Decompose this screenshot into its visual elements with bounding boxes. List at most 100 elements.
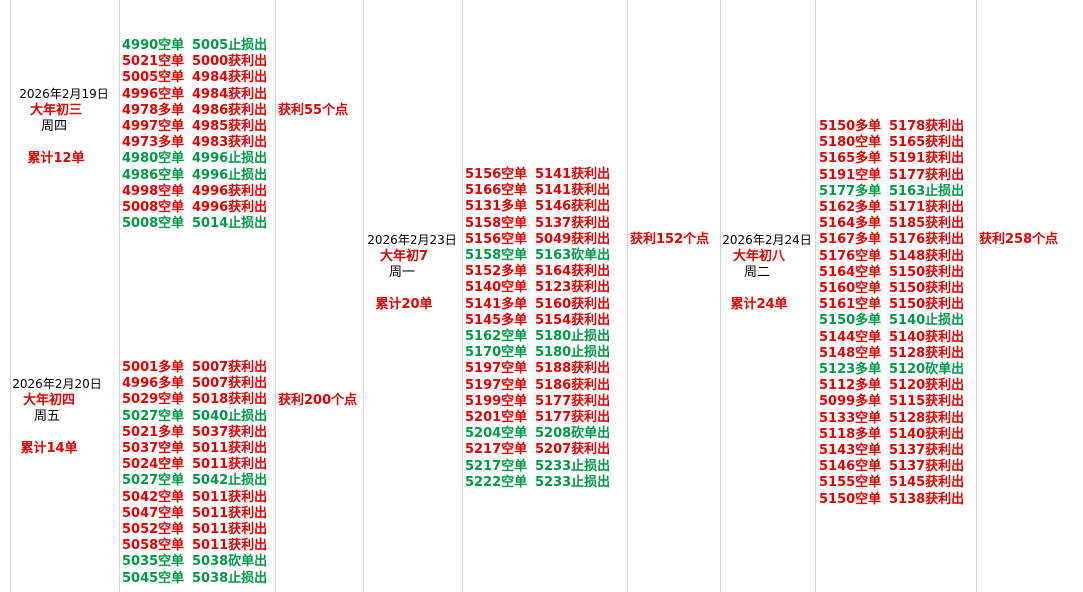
trade-close: 5011获利出 xyxy=(192,505,268,521)
date: 2026年2月24日 xyxy=(722,233,812,247)
trade-close: 5005止损出 xyxy=(192,38,268,53)
trade-open: 5191空单 xyxy=(819,167,882,183)
trade-open: 5197空单 xyxy=(465,361,528,377)
column-line xyxy=(815,0,816,592)
trade-open: 5176空单 xyxy=(819,248,882,264)
trade-close: 5137获利出 xyxy=(535,215,611,231)
trade-close: 5120获利出 xyxy=(889,378,965,394)
trade-open: 4998空单 xyxy=(122,183,185,199)
trade-open: 5045空单 xyxy=(122,570,185,586)
trade-close: 5141获利出 xyxy=(535,183,611,199)
weekday: 周二 xyxy=(743,265,771,280)
trade-close: 5164获利出 xyxy=(535,264,611,280)
trade-close: 5176获利出 xyxy=(889,232,965,248)
trade-close: 5188获利出 xyxy=(535,361,611,377)
trade-open: 5008空单 xyxy=(122,200,185,215)
trade-close: 5177获利出 xyxy=(889,167,965,183)
trade-close: 5148获利出 xyxy=(889,248,965,264)
trade-open: 5150多单 xyxy=(819,119,882,134)
trade-open: 4986空单 xyxy=(122,167,185,183)
trade-open: 5058空单 xyxy=(122,538,185,554)
column-line xyxy=(119,0,120,592)
trade-open: 5150多单 xyxy=(819,313,882,329)
trade-close: 4996止损出 xyxy=(192,151,268,167)
trade-close: 5140获利出 xyxy=(889,329,965,345)
trade-close: 5150获利出 xyxy=(889,264,965,280)
trade-open: 5161空单 xyxy=(819,297,882,313)
trade-open: 5047空单 xyxy=(122,505,185,521)
trade-open: 5146空单 xyxy=(819,459,882,475)
trade-close: 5115获利出 xyxy=(889,394,965,410)
trade-open: 5042空单 xyxy=(122,489,185,505)
trade-open: 5052空单 xyxy=(122,522,185,537)
date: 2026年2月19日 xyxy=(19,87,109,101)
weekday: 周一 xyxy=(388,265,416,280)
trade-close: 5137获利出 xyxy=(889,443,965,458)
trade-open: 5024空单 xyxy=(122,457,185,473)
trade-close: 5038止损出 xyxy=(192,570,268,586)
profit-total: 获利200个点 xyxy=(278,393,358,408)
trade-close: 5042止损出 xyxy=(192,473,268,489)
trade-open: 5123多单 xyxy=(819,362,882,377)
trade-close: 4996获利出 xyxy=(192,183,268,199)
trade-open: 5143空单 xyxy=(819,443,882,458)
order-count: 累计20单 xyxy=(375,297,433,312)
trade-close: 5140止损出 xyxy=(889,313,965,329)
trade-open: 5144空单 xyxy=(819,329,882,345)
trade-close: 5018获利出 xyxy=(192,392,268,408)
trade-close: 5177获利出 xyxy=(535,393,611,409)
trade-open: 5155空单 xyxy=(819,475,882,491)
trade-close: 4996获利出 xyxy=(192,200,268,215)
trade-close: 5207获利出 xyxy=(535,442,611,458)
column-line xyxy=(627,0,628,592)
column-line xyxy=(10,0,11,592)
trade-open: 5141多单 xyxy=(465,296,528,312)
trade-close: 5186获利出 xyxy=(535,377,611,393)
trade-close: 5191获利出 xyxy=(889,151,965,167)
trade-open: 5150空单 xyxy=(819,491,882,507)
trade-open: 5148空单 xyxy=(819,345,882,361)
trade-close: 5233止损出 xyxy=(535,474,611,490)
trade-open: 5112多单 xyxy=(819,378,882,394)
lunar-date: 大年初四 xyxy=(22,393,76,408)
trade-close: 5000获利出 xyxy=(192,54,268,70)
trade-close: 5160获利出 xyxy=(535,296,611,312)
trade-open: 5166空单 xyxy=(465,183,528,199)
trade-close: 5011获利出 xyxy=(192,489,268,505)
trade-close: 5011获利出 xyxy=(192,457,268,473)
trade-close: 5163止损出 xyxy=(889,183,965,199)
trade-open: 5027空单 xyxy=(122,473,185,489)
column-line xyxy=(363,0,364,592)
trade-close: 5180止损出 xyxy=(535,329,611,344)
trade-close: 5178获利出 xyxy=(889,119,965,134)
trade-open: 5156空单 xyxy=(465,231,528,247)
trade-open: 5180空单 xyxy=(819,135,882,151)
trade-open: 5027空单 xyxy=(122,408,185,424)
trade-open: 5021多单 xyxy=(122,424,185,440)
trade-open: 5001多单 xyxy=(122,360,185,375)
order-count: 累计24单 xyxy=(730,297,788,312)
trade-open: 5164多单 xyxy=(819,216,882,232)
trade-open: 5217空单 xyxy=(465,458,528,474)
trade-open: 5021空单 xyxy=(122,54,185,70)
column-line xyxy=(976,0,977,592)
trade-close: 5128获利出 xyxy=(889,410,965,426)
lunar-date: 大年初三 xyxy=(29,103,83,118)
trade-open: 5131多单 xyxy=(465,199,528,215)
trade-close: 5014止损出 xyxy=(192,216,268,232)
trade-open: 5133空单 xyxy=(819,410,882,426)
trade-open: 5008空单 xyxy=(122,216,185,232)
trade-close: 5137获利出 xyxy=(889,459,965,475)
trade-close: 5208砍单出 xyxy=(535,426,611,442)
trade-open: 5099多单 xyxy=(819,394,882,410)
trade-close: 5128获利出 xyxy=(889,345,965,361)
trade-open: 5005空单 xyxy=(122,70,185,86)
trade-close: 5138获利出 xyxy=(889,491,965,507)
trade-close: 5233止损出 xyxy=(535,458,611,474)
trade-open: 5204空单 xyxy=(465,426,528,442)
trade-close: 4984获利出 xyxy=(192,86,268,102)
trade-close: 4984获利出 xyxy=(192,70,268,86)
trade-close: 4996止损出 xyxy=(192,167,268,183)
trade-open: 4973多单 xyxy=(122,135,185,151)
